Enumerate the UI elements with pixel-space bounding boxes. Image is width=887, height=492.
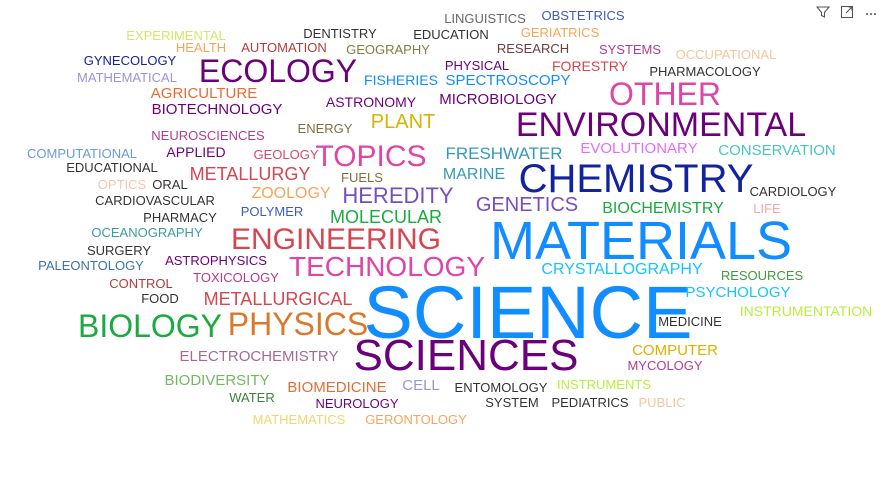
word-neurosciences[interactable]: NEUROSCIENCES (151, 128, 265, 143)
word-linguistics[interactable]: LINGUISTICS (444, 11, 526, 26)
word-pharmacology[interactable]: PHARMACOLOGY (649, 64, 761, 79)
word-food[interactable]: FOOD (141, 291, 179, 306)
word-environmental[interactable]: ENVIRONMENTAL (515, 106, 807, 144)
word-entomology[interactable]: ENTOMOLOGY (454, 380, 548, 395)
word-optics[interactable]: OPTICS (97, 177, 147, 192)
word-systems[interactable]: SYSTEMS (598, 42, 662, 57)
word-educational[interactable]: EDUCATIONAL (66, 160, 158, 175)
word-pharmacy[interactable]: PHARMACY (143, 210, 217, 225)
word-water[interactable]: WATER (229, 390, 275, 405)
word-cell[interactable]: CELL (402, 377, 440, 394)
word-occupational[interactable]: OCCUPATIONAL (675, 47, 777, 62)
word-medicine[interactable]: MEDICINE (658, 314, 722, 329)
word-biodiversity[interactable]: BIODIVERSITY (164, 372, 270, 389)
word-geography[interactable]: GEOGRAPHY (346, 42, 430, 57)
word-marine[interactable]: MARINE (442, 166, 506, 183)
word-control[interactable]: CONTROL (109, 276, 173, 291)
word-metallurgical[interactable]: METALLURGICAL (203, 289, 353, 309)
word-agriculture[interactable]: AGRICULTURE (150, 85, 258, 102)
word-microbiology[interactable]: MICROBIOLOGY (439, 91, 557, 108)
word-health[interactable]: HEALTH (175, 40, 227, 55)
word-molecular[interactable]: MOLECULAR (329, 207, 443, 227)
word-mathematics[interactable]: MATHEMATICS (252, 412, 346, 427)
more-options-icon[interactable] (863, 4, 879, 20)
word-mycology[interactable]: MYCOLOGY (627, 358, 703, 373)
word-freshwater[interactable]: FRESHWATER (445, 144, 563, 163)
word-electrochemistry[interactable]: ELECTROCHEMISTRY (179, 348, 339, 365)
word-materials[interactable]: MATERIALS (489, 211, 793, 271)
word-gerontology[interactable]: GERONTOLOGY (365, 412, 467, 427)
focus-mode-icon[interactable] (839, 4, 855, 20)
word-physical[interactable]: PHYSICAL (444, 58, 510, 73)
word-mathematical[interactable]: MATHEMATICAL (77, 70, 177, 85)
word-ecology[interactable]: ECOLOGY (198, 53, 358, 89)
word-toxicology[interactable]: TOXICOLOGY (193, 270, 279, 285)
word-dentistry[interactable]: DENTISTRY (303, 26, 377, 41)
word-forestry[interactable]: FORESTRY (552, 58, 628, 74)
word-computer[interactable]: COMPUTER (632, 342, 718, 359)
word-spectroscopy[interactable]: SPECTROSCOPY (445, 72, 571, 89)
word-public[interactable]: PUBLIC (638, 395, 686, 410)
word-gynecology[interactable]: GYNECOLOGY (83, 53, 177, 68)
word-science[interactable]: SCIENCE (363, 271, 693, 354)
word-zoology[interactable]: ZOOLOGY (251, 185, 331, 202)
word-topics[interactable]: TOPICS (315, 140, 427, 173)
filter-icon[interactable] (815, 4, 831, 20)
word-paleontology[interactable]: PALEONTOLOGY (38, 258, 144, 273)
word-biochemistry[interactable]: BIOCHEMISTRY (602, 200, 724, 217)
word-genetics[interactable]: GENETICS (475, 194, 579, 216)
word-oceanography[interactable]: OCEANOGRAPHY (91, 225, 203, 240)
word-polymer[interactable]: POLYMER (240, 204, 304, 219)
word-applied[interactable]: APPLIED (166, 144, 226, 160)
word-plant[interactable]: PLANT (370, 111, 436, 133)
word-education[interactable]: EDUCATION (413, 27, 489, 42)
word-oral[interactable]: ORAL (152, 177, 188, 192)
word-biomedicine[interactable]: BIOMEDICINE (287, 379, 387, 396)
word-biology[interactable]: BIOLOGY (77, 308, 223, 344)
word-psychology[interactable]: PSYCHOLOGY (685, 284, 791, 301)
word-crystallography[interactable]: CRYSTALLOGRAPHY (541, 261, 703, 278)
word-fuels[interactable]: FUELS (341, 170, 383, 185)
word-geriatrics[interactable]: GERIATRICS (520, 25, 600, 40)
word-cardiovascular[interactable]: CARDIOVASCULAR (95, 193, 215, 208)
word-chemistry[interactable]: CHEMISTRY (518, 157, 754, 201)
word-obstetrics[interactable]: OBSTETRICS (541, 8, 625, 23)
word-neurology[interactable]: NEUROLOGY (315, 396, 399, 411)
word-resources[interactable]: RESOURCES (720, 268, 804, 283)
word-life[interactable]: LIFE (753, 201, 781, 216)
word-physics[interactable]: PHYSICS (227, 306, 369, 342)
word-conservation[interactable]: CONSERVATION (718, 142, 836, 159)
word-fisheries[interactable]: FISHERIES (364, 72, 438, 88)
visual-header-toolbar (815, 4, 879, 20)
word-surgery[interactable]: SURGERY (86, 243, 152, 258)
word-sciences[interactable]: SCIENCES (353, 331, 579, 380)
word-cardiology[interactable]: CARDIOLOGY (749, 184, 837, 199)
word-other[interactable]: OTHER (609, 76, 721, 112)
word-heredity[interactable]: HEREDITY (342, 183, 454, 208)
word-technology[interactable]: TECHNOLOGY (288, 251, 486, 282)
word-astronomy[interactable]: ASTRONOMY (325, 94, 417, 110)
word-instrumentation[interactable]: INSTRUMENTATION (739, 303, 873, 319)
word-evolutionary[interactable]: EVOLUTIONARY (580, 140, 698, 157)
word-automation[interactable]: AUTOMATION (241, 40, 327, 55)
word-research[interactable]: RESEARCH (496, 41, 570, 56)
word-instruments[interactable]: INSTRUMENTS (557, 377, 651, 392)
word-system[interactable]: SYSTEM (485, 395, 539, 410)
word-energy[interactable]: ENERGY (297, 121, 353, 136)
word-engineering[interactable]: ENGINEERING (230, 223, 442, 256)
word-biotechnology[interactable]: BIOTECHNOLOGY (151, 101, 283, 118)
word-astrophysics[interactable]: ASTROPHYSICS (165, 253, 267, 268)
word-computational[interactable]: COMPUTATIONAL (26, 146, 138, 161)
word-pediatrics[interactable]: PEDIATRICS (551, 395, 629, 410)
word-geology[interactable]: GEOLOGY (253, 147, 319, 162)
word-metallurgy[interactable]: METALLURGY (189, 164, 311, 184)
word-experimental[interactable]: EXPERIMENTAL (126, 28, 226, 43)
